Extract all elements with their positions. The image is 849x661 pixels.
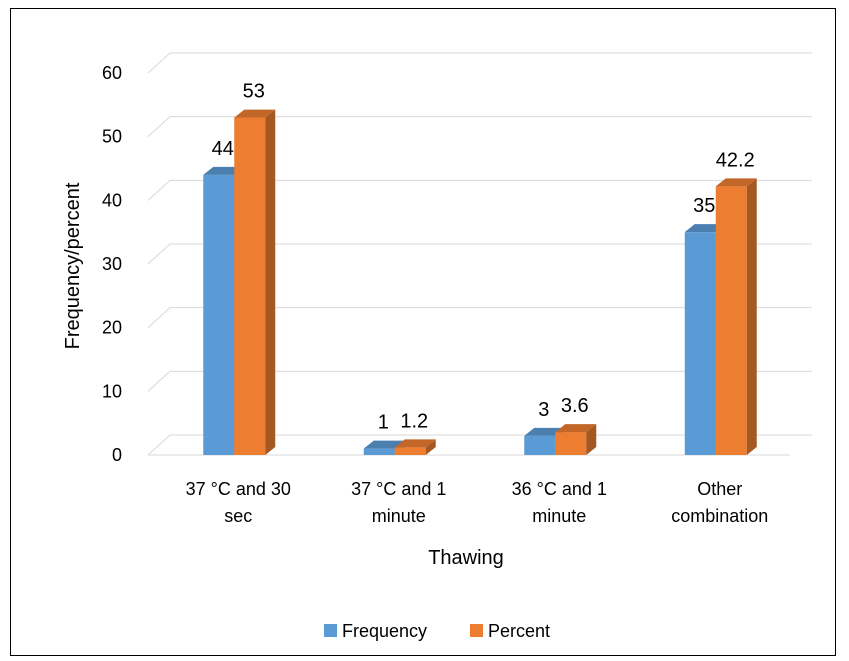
bar-top-frequency-3 [684,224,726,233]
bar-frequency-3 [684,232,716,455]
data-label-percent-1: 1.2 [400,410,428,432]
x-category-label: 37 °C and 30 sec [186,479,291,526]
y-axis-title: Frequency/percent [62,182,84,349]
gridline-depth [147,116,171,138]
y-tick-label: 60 [102,63,122,83]
gridline-depth [147,370,171,392]
bar-side-percent-3 [746,178,757,455]
bar-top-percent-0 [234,109,276,118]
bars [203,109,757,456]
data-label-percent-0: 53 [243,81,265,103]
bar-percent-3 [715,186,747,455]
bar-percent-2 [555,432,587,455]
gridline-depth [147,243,171,265]
x-category-line: 37 °C and 30 [186,479,291,499]
x-category-line: sec [224,506,252,526]
y-tick-label: 0 [112,445,122,465]
bar-side-percent-2 [586,424,597,455]
x-category-line: 37 °C and 1 [351,479,446,499]
y-tick-label: 40 [102,190,122,210]
x-category-label: 37 °C and 1 minute [351,479,446,526]
legend: Frequency Percent [324,621,550,641]
bar-frequency-1 [363,448,395,455]
gridline-depth [147,52,171,74]
data-label-frequency-3: 35 [693,195,715,217]
bar-side-percent-1 [425,439,436,455]
bar-top-frequency-0 [203,166,245,175]
bar-percent-1 [394,447,426,455]
data-label-percent-2: 3.6 [561,395,589,417]
bar-side-percent-0 [265,109,276,456]
gridline-depth [147,434,171,456]
legend-label-frequency: Frequency [342,621,427,641]
bar-frequency-0 [203,174,235,455]
bar-top-percent-2 [555,424,597,433]
bar-top-frequency-2 [524,427,566,436]
data-label-frequency-1: 1 [378,412,389,434]
x-category-line: 36 °C and 1 [512,479,607,499]
gridline-depth [147,307,171,329]
bar-percent-0 [234,117,266,456]
y-tick-label: 20 [102,318,122,338]
y-tick-label: 30 [102,254,122,274]
bar-top-percent-1 [394,439,436,448]
data-label-frequency-2: 3 [538,399,549,421]
x-category-label: Other combination [671,479,768,526]
legend-label-percent: Percent [488,621,550,641]
legend-swatch-frequency [324,624,337,637]
data-label-percent-3: 42.2 [716,149,755,171]
x-category-line: minute [372,506,426,526]
bar-top-percent-3 [715,178,757,187]
x-category-line: Other [697,479,742,499]
y-tick-label: 50 [102,127,122,147]
legend-swatch-percent [470,624,483,637]
x-category-label: 36 °C and 1 minute [512,479,607,526]
x-category-line: minute [532,506,586,526]
bar-frequency-2 [524,435,556,455]
gridline-depth [147,179,171,201]
y-tick-label: 10 [102,381,122,401]
x-category-line: combination [671,506,768,526]
data-label-frequency-0: 44 [212,138,234,160]
x-axis-title: Thawing [428,547,504,569]
bar-top-frequency-1 [363,440,405,449]
